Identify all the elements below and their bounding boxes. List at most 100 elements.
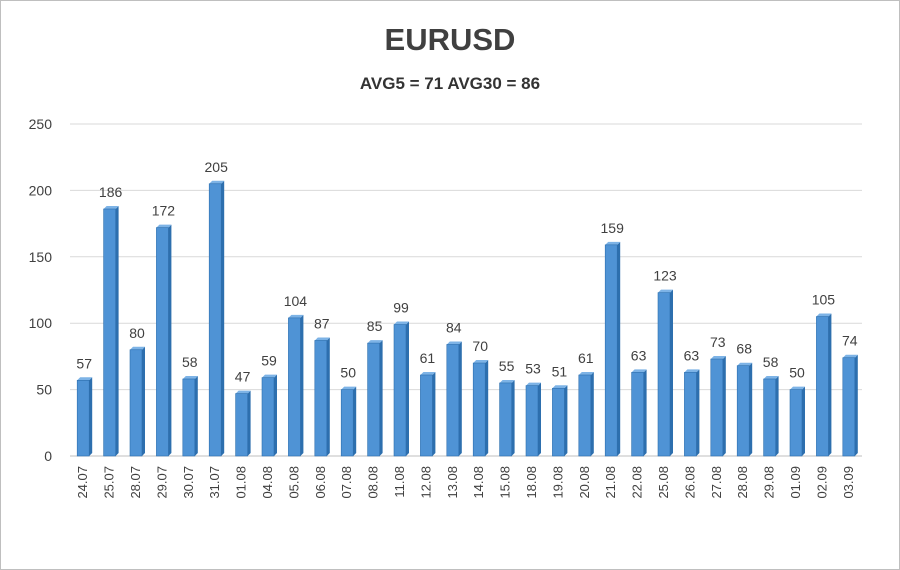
bar: [235, 393, 248, 457]
bar-side: [564, 385, 568, 456]
bar-side: [617, 241, 621, 456]
x-tick-label: 14.08: [471, 466, 486, 499]
data-label: 123: [653, 268, 677, 284]
bar: [710, 358, 724, 457]
y-tick-label: 0: [44, 448, 52, 464]
bar-top: [631, 369, 647, 373]
bar-side: [485, 360, 489, 456]
chart-subtitle: AVG5 = 71 AVG30 = 86: [359, 74, 541, 93]
bar-side: [749, 362, 753, 456]
bar-top: [235, 390, 251, 394]
bar-side: [115, 205, 119, 456]
x-tick-label: 11.08: [392, 466, 407, 498]
data-label: 55: [499, 358, 515, 374]
bar: [288, 317, 301, 457]
bar-top: [737, 362, 753, 366]
bar-top: [209, 180, 225, 184]
bar: [736, 365, 750, 457]
data-label: 159: [601, 220, 625, 236]
bar-top: [420, 371, 436, 375]
bar: [631, 372, 644, 457]
x-tick-label: 01.09: [788, 466, 803, 499]
data-label: 61: [420, 350, 436, 366]
bar-side: [142, 346, 145, 456]
bar-top: [763, 375, 779, 379]
y-tick-label: 100: [29, 315, 53, 331]
bar-side: [194, 375, 198, 456]
bar-top: [341, 386, 357, 390]
bar-top: [816, 313, 832, 317]
bar: [446, 344, 460, 457]
bar-top: [77, 377, 93, 381]
bar: [657, 292, 671, 457]
x-tick-label: 06.08: [313, 466, 328, 499]
data-label: 51: [552, 363, 568, 379]
bar: [763, 378, 776, 457]
data-label: 63: [631, 347, 647, 363]
bar: [314, 340, 328, 457]
x-tick-label: 30.07: [181, 466, 196, 499]
x-tick-label: 29.07: [154, 466, 169, 499]
y-tick-label: 150: [29, 249, 53, 265]
data-label: 68: [736, 341, 752, 357]
bar-top: [790, 386, 805, 390]
data-label: 80: [129, 325, 145, 341]
bar-top: [526, 382, 541, 386]
x-tick-label: 13.08: [445, 466, 460, 499]
data-label: 205: [205, 159, 229, 175]
bar-top: [473, 360, 489, 364]
data-label: 53: [525, 361, 541, 377]
bar-top: [578, 371, 594, 375]
bar: [261, 377, 275, 457]
bar-side: [670, 289, 673, 456]
bar: [208, 183, 222, 457]
y-tick-label: 200: [29, 182, 53, 198]
bar: [472, 362, 486, 457]
bar-top: [552, 385, 568, 389]
bar: [103, 208, 116, 457]
data-label: 85: [367, 318, 383, 334]
bar: [578, 374, 592, 457]
data-label: 50: [340, 365, 356, 381]
bar-side: [802, 386, 805, 456]
bar: [76, 380, 90, 457]
data-label: 186: [99, 184, 123, 200]
x-tick-label: 29.08: [762, 466, 777, 499]
x-tick-label: 15.08: [498, 466, 513, 499]
bar: [789, 389, 803, 457]
bar-side: [828, 313, 832, 456]
bar: [393, 324, 407, 457]
data-label: 58: [182, 354, 198, 370]
bar-side: [168, 224, 172, 456]
x-tick-label: 28.08: [735, 466, 750, 499]
x-tick-label: 20.08: [577, 466, 592, 499]
bar-side: [353, 386, 357, 456]
data-label: 63: [684, 347, 700, 363]
bar-side: [590, 371, 594, 456]
data-label: 61: [578, 350, 594, 366]
bar-side: [247, 390, 251, 456]
bar: [684, 372, 697, 457]
bar-side: [538, 382, 541, 456]
x-tick-label: 24.07: [75, 466, 90, 499]
x-tick-label: 27.08: [709, 466, 724, 499]
bar-side: [406, 321, 409, 456]
x-tick-label: 02.09: [814, 466, 829, 499]
bar-side: [300, 314, 304, 456]
data-label: 99: [393, 300, 409, 316]
x-tick-label: 03.09: [841, 466, 856, 499]
data-label: 59: [261, 353, 277, 369]
data-label: 172: [152, 203, 176, 219]
bar-top: [684, 369, 700, 373]
bar-top: [156, 224, 172, 228]
bar: [842, 357, 856, 457]
bar-side: [432, 371, 436, 456]
bar-top: [182, 375, 198, 379]
x-tick-label: 25.08: [656, 466, 671, 499]
x-tick-label: 08.08: [366, 466, 381, 499]
bar-top: [605, 241, 621, 245]
data-label: 47: [235, 369, 251, 385]
data-label: 50: [789, 365, 805, 381]
